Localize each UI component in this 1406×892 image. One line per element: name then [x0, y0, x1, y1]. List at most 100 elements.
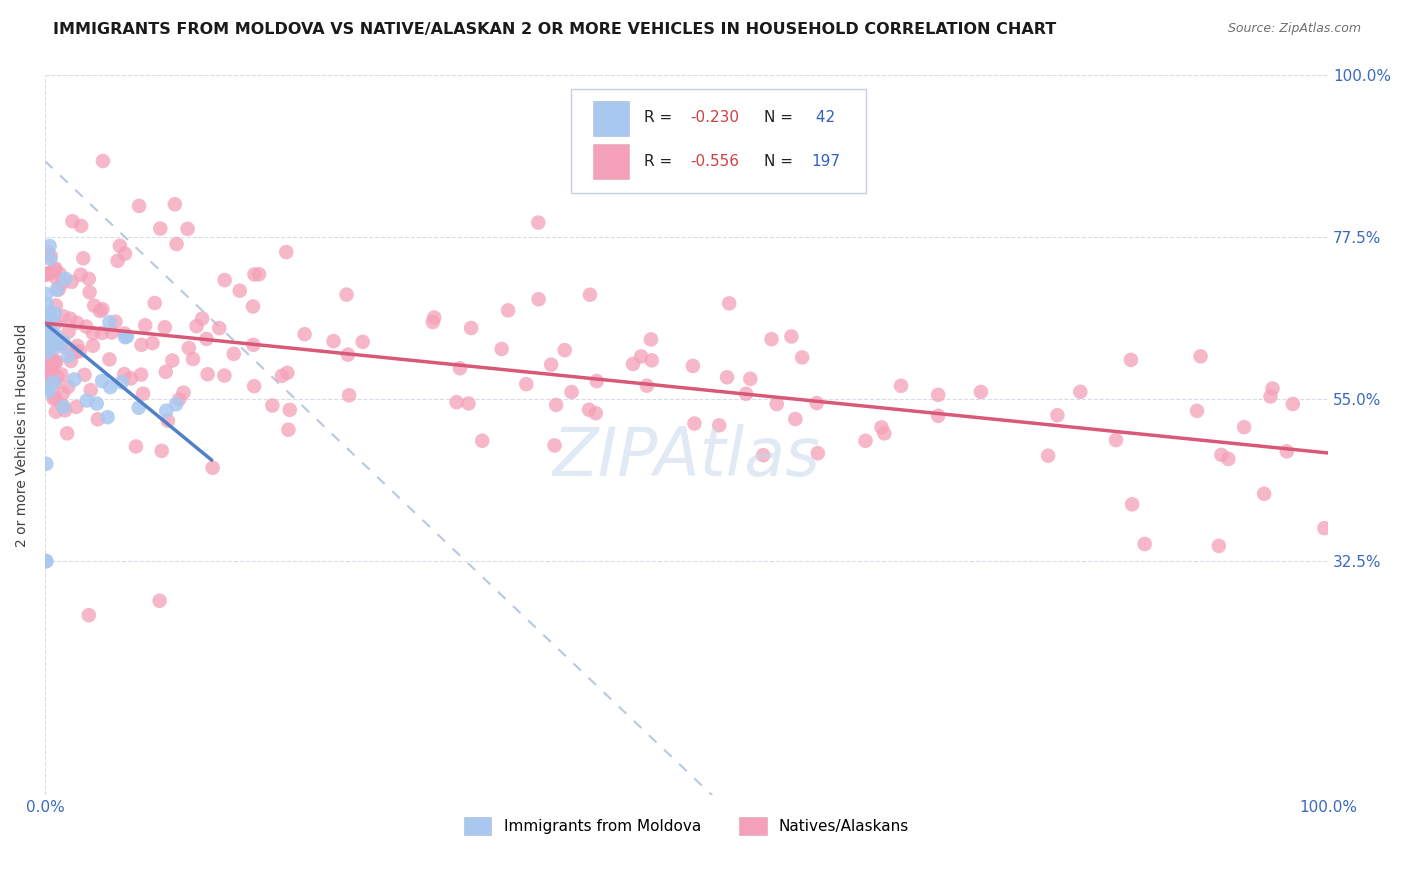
Point	[39, 336, 62, 351]
Point	[45, 298, 67, 312]
Point	[131, 338, 153, 352]
Point	[855, 434, 877, 448]
Bar	[593, 145, 628, 179]
Point	[709, 418, 731, 433]
Point	[585, 406, 607, 420]
Point	[262, 399, 284, 413]
Text: 42: 42	[811, 111, 835, 125]
Point	[35, 351, 58, 365]
Point	[35, 457, 58, 471]
Point	[149, 221, 172, 235]
Point	[76, 393, 98, 408]
Point	[45, 328, 67, 343]
Text: 197: 197	[811, 153, 839, 169]
Point	[630, 350, 652, 364]
Point	[132, 386, 155, 401]
Point	[66, 316, 89, 330]
Point	[97, 410, 120, 425]
Point	[82, 326, 104, 340]
Point	[491, 342, 513, 356]
Point	[457, 396, 479, 410]
Point	[335, 287, 357, 301]
Point	[527, 215, 550, 229]
Point	[107, 253, 129, 268]
Point	[52, 400, 75, 414]
Point	[56, 426, 79, 441]
Point	[37, 318, 59, 333]
Point	[546, 398, 568, 412]
Point	[242, 300, 264, 314]
Bar	[593, 101, 628, 136]
Point	[44, 262, 66, 277]
Point	[60, 275, 83, 289]
Point	[1069, 384, 1091, 399]
Point	[37, 345, 59, 359]
Point	[101, 326, 124, 340]
Point	[35, 554, 58, 568]
Point	[91, 374, 114, 388]
Point	[1121, 497, 1143, 511]
Point	[39, 313, 62, 327]
Point	[59, 354, 82, 368]
Point	[752, 448, 775, 462]
Point	[83, 299, 105, 313]
Point	[38, 363, 60, 377]
Point	[970, 384, 993, 399]
Text: IMMIGRANTS FROM MOLDOVA VS NATIVE/ALASKAN 2 OR MORE VEHICLES IN HOUSEHOLD CORREL: IMMIGRANTS FROM MOLDOVA VS NATIVE/ALASKA…	[53, 22, 1057, 37]
Point	[39, 339, 62, 353]
Point	[1105, 433, 1128, 447]
Point	[44, 391, 66, 405]
Point	[77, 608, 100, 623]
Point	[718, 296, 741, 310]
Point	[125, 440, 148, 454]
Point	[1218, 452, 1240, 467]
Point	[66, 339, 89, 353]
Point	[807, 446, 830, 460]
Point	[35, 329, 58, 343]
Point	[52, 386, 75, 401]
Point	[48, 283, 70, 297]
Point	[79, 285, 101, 300]
Point	[69, 268, 91, 282]
Point	[543, 438, 565, 452]
Point	[156, 414, 179, 428]
Point	[540, 358, 562, 372]
Point	[515, 377, 537, 392]
Point	[153, 320, 176, 334]
Point	[42, 357, 65, 371]
Point	[38, 351, 60, 366]
Point	[51, 398, 73, 412]
Point	[39, 249, 62, 263]
Point	[45, 271, 67, 285]
Point	[229, 284, 252, 298]
Point	[38, 384, 60, 399]
Point	[69, 344, 91, 359]
Point	[177, 341, 200, 355]
Point	[41, 339, 63, 353]
Point	[42, 375, 65, 389]
Point	[87, 412, 110, 426]
Point	[1208, 539, 1230, 553]
FancyBboxPatch shape	[571, 89, 866, 194]
Point	[35, 268, 58, 282]
Point	[41, 326, 63, 341]
Point	[39, 266, 62, 280]
Point	[53, 403, 76, 417]
Y-axis label: 2 or more Vehicles in Household: 2 or more Vehicles in Household	[15, 323, 30, 547]
Text: Source: ZipAtlas.com: Source: ZipAtlas.com	[1227, 22, 1361, 36]
Point	[39, 363, 62, 377]
Point	[780, 329, 803, 343]
Point	[195, 332, 218, 346]
Point	[186, 319, 208, 334]
Point	[792, 351, 814, 365]
Point	[35, 377, 58, 392]
Point	[108, 239, 131, 253]
Point	[114, 326, 136, 341]
Point	[527, 292, 550, 306]
Point	[554, 343, 576, 358]
Point	[44, 376, 66, 390]
Point	[58, 325, 80, 339]
Point	[51, 368, 73, 382]
Point	[35, 363, 58, 377]
Point	[115, 329, 138, 343]
